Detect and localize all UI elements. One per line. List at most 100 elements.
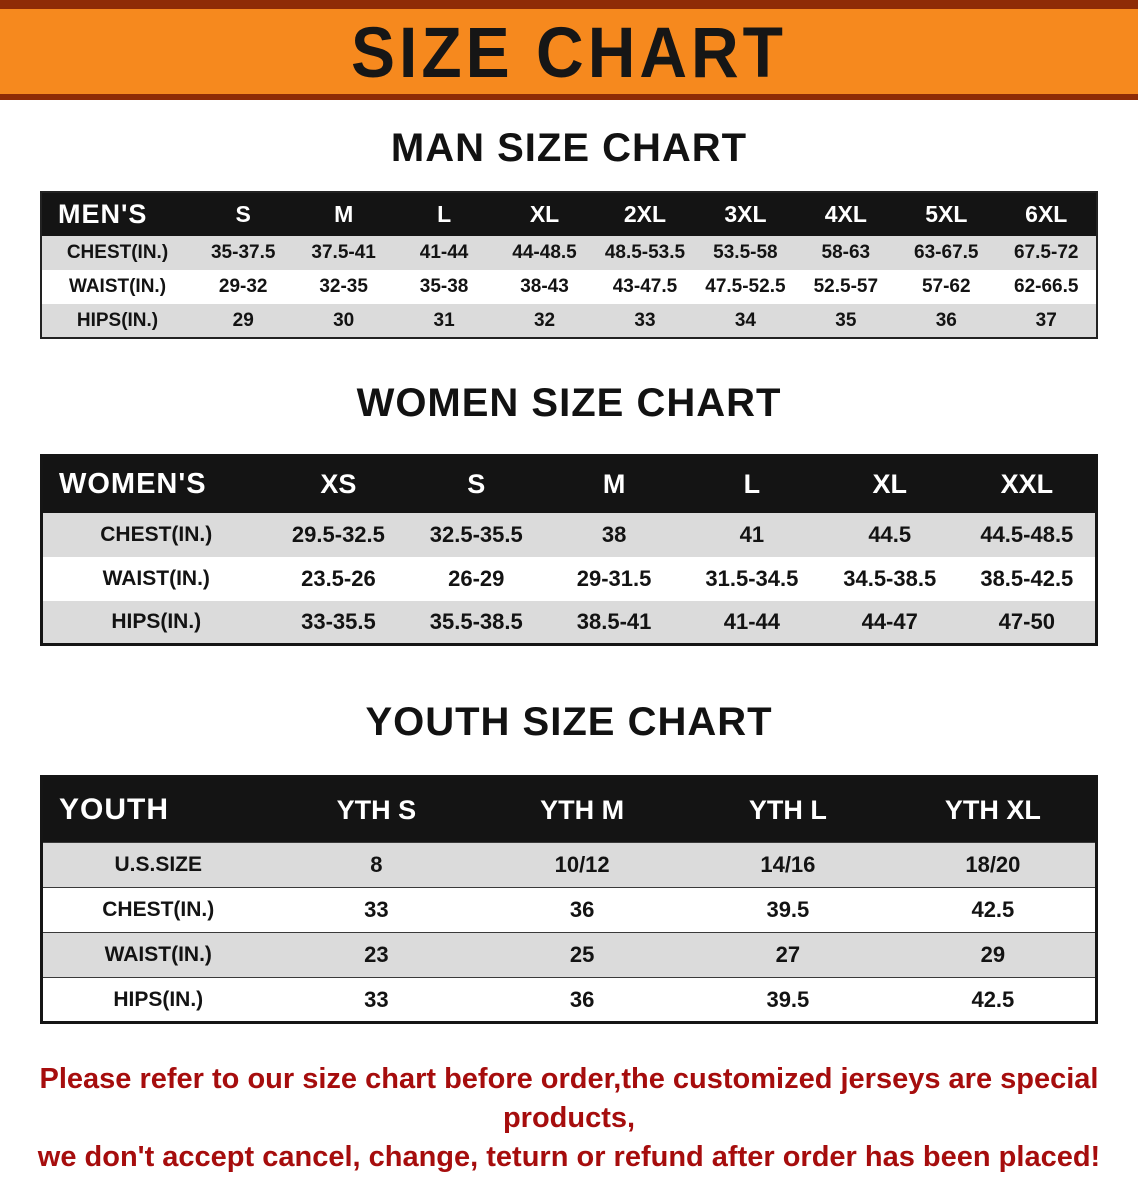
row-label: WAIST(IN.)	[104, 943, 212, 966]
women-size-table: WOMEN'S XS S M L XL XXL CHEST(IN.) 29.5-32.5 32.…	[40, 454, 1098, 646]
size-chart-banner: SIZE CHART	[0, 0, 1138, 100]
size-column-header: L	[393, 192, 495, 236]
size-column-header: S	[407, 455, 546, 513]
size-value: 26-29	[448, 565, 505, 591]
youth-size-table: YOUTH YTH S YTH M YTH L YTH XL U.S.SIZE 8 10/1…	[40, 775, 1098, 1024]
row-label: HIPS(IN.)	[111, 609, 202, 633]
row-label: CHEST(IN.)	[100, 522, 213, 546]
size-row: CHEST(IN.) 29.5-32.5 32.5-35.5 38 41 44.5 44.5…	[41, 512, 1097, 557]
size-value: 33	[364, 986, 389, 1012]
row-label: CHEST(IN.)	[102, 898, 215, 921]
size-value: 34.5-38.5	[843, 565, 937, 591]
disclaimer-text: Please refer to our size chart before or…	[19, 1060, 1119, 1193]
size-value: 35	[835, 309, 857, 331]
size-row: HIPS(IN.) 29 30 31 32 33 34 35 36 37	[41, 304, 1097, 338]
size-value: 34	[734, 309, 756, 331]
table-corner-label: WOMEN'S	[41, 455, 270, 513]
size-value: 35.5-38.5	[429, 608, 523, 634]
size-value: 25	[569, 942, 595, 967]
size-column-header: S	[193, 192, 294, 236]
size-value: 42.5	[971, 986, 1015, 1012]
size-value: 33-35.5	[301, 608, 376, 634]
size-value: 41	[739, 521, 765, 547]
size-value: 57-62	[921, 276, 971, 297]
row-label: CHEST(IN.)	[66, 242, 169, 263]
row-label: U.S.SIZE	[114, 853, 203, 876]
size-value: 41-44	[723, 608, 781, 634]
size-row: HIPS(IN.) 33-35.5 35.5-38.5 38.5-41 41-44 44-…	[41, 600, 1097, 645]
size-value: 32.5-35.5	[429, 521, 523, 547]
size-value: 67.5-72	[1014, 242, 1079, 263]
row-label: HIPS(IN.)	[113, 987, 204, 1011]
size-value: 38-43	[520, 276, 569, 297]
size-value: 44-48.5	[512, 242, 577, 263]
size-row: WAIST(IN.) 29-32 32-35 35-38 38-43 43-47.5 47.…	[41, 270, 1097, 304]
size-value: 14/16	[760, 852, 816, 877]
size-column-header: YTH S	[273, 776, 480, 843]
size-value: 52.5-57	[813, 276, 879, 297]
size-value: 37	[1035, 309, 1057, 331]
men-table-body: CHEST(IN.) 35-37.5 37.5-41 41-44 44-48.5 48.5…	[41, 236, 1097, 338]
size-column-header: XL	[820, 455, 959, 513]
banner-title: SIZE CHART	[351, 11, 787, 92]
size-row: WAIST(IN.) 23 25 27 29	[41, 932, 1097, 978]
size-value: 10/12	[554, 852, 610, 877]
size-value: 36	[569, 986, 595, 1012]
youth-size-section: YOUTH SIZE CHART YOUTH YTH S YTH M YTH L YTH…	[0, 700, 1138, 1024]
size-value: 44.5-48.5	[980, 521, 1074, 547]
size-value: 63-67.5	[914, 242, 979, 263]
size-value: 29	[232, 309, 254, 331]
table-corner-label: YOUTH	[41, 776, 274, 843]
disclaimer-line-1: Please refer to our size chart before or…	[39, 1063, 1099, 1135]
size-row: WAIST(IN.) 23.5-26 26-29 29-31.5 31.5-34.5 34…	[41, 556, 1097, 601]
size-column-header: YTH L	[685, 776, 891, 843]
size-value: 29.5-32.5	[291, 521, 385, 547]
size-value: 48.5-53.5	[604, 242, 686, 263]
size-value: 44.5	[868, 521, 912, 547]
size-value: 47-50	[998, 608, 1055, 634]
size-column-header: XS	[269, 455, 408, 513]
size-value: 42.5	[971, 897, 1015, 922]
youth-table-body: U.S.SIZE 8 10/12 14/16 18/20 CHEST(IN.) 33 36 39…	[41, 842, 1097, 1023]
size-column-header: L	[682, 455, 821, 513]
size-value: 30	[333, 309, 355, 331]
youth-section-heading: YOUTH SIZE CHART	[365, 700, 773, 744]
size-value: 23	[364, 942, 389, 967]
row-label: WAIST(IN.)	[102, 566, 210, 590]
size-value: 36	[935, 309, 957, 331]
size-value: 27	[775, 942, 801, 967]
size-value: 31.5-34.5	[705, 565, 799, 591]
men-size-table: MEN'S S M L XL 2XL 3XL 4XL 5XL 6XL CHEST(IN.) 35-3…	[40, 191, 1098, 339]
size-column-header: 2XL	[594, 192, 696, 236]
size-column-header: 6XL	[996, 192, 1097, 236]
size-column-header: 3XL	[695, 192, 796, 236]
men-header-row: MEN'S S M L XL 2XL 3XL 4XL 5XL 6XL	[41, 192, 1097, 236]
size-value: 38.5-42.5	[980, 565, 1074, 591]
women-header-row: WOMEN'S XS S M L XL XXL	[41, 455, 1097, 513]
size-value: 41-44	[419, 242, 469, 263]
size-column-header: M	[293, 192, 394, 236]
row-label: WAIST(IN.)	[68, 276, 167, 297]
size-column-header: 5XL	[896, 192, 997, 236]
size-value: 53.5-58	[713, 242, 778, 263]
women-table-body: CHEST(IN.) 29.5-32.5 32.5-35.5 38 41 44.5 44.5…	[41, 512, 1097, 645]
size-row: CHEST(IN.) 33 36 39.5 42.5	[41, 887, 1097, 933]
size-column-header: M	[545, 455, 683, 513]
size-value: 35-37.5	[210, 242, 276, 263]
size-value: 31	[433, 309, 455, 331]
size-value: 39.5	[766, 897, 810, 922]
size-value: 29-32	[218, 276, 268, 297]
women-size-section: WOMEN SIZE CHART WOMEN'S XS S M L XL XXL CHEST…	[0, 381, 1138, 646]
size-value: 58-63	[821, 242, 871, 263]
size-value: 32	[533, 309, 556, 331]
size-value: 38.5-41	[576, 608, 652, 634]
size-value: 39.5	[766, 986, 810, 1012]
size-column-header: YTH M	[479, 776, 685, 843]
size-value: 18/20	[965, 852, 1021, 877]
size-value: 36	[569, 897, 595, 922]
size-value: 29-31.5	[576, 565, 652, 591]
men-section-heading: MAN SIZE CHART	[390, 126, 748, 170]
size-value: 35-38	[419, 276, 469, 297]
size-value: 37.5-41	[311, 242, 376, 263]
size-row: HIPS(IN.) 33 36 39.5 42.5	[41, 977, 1097, 1023]
